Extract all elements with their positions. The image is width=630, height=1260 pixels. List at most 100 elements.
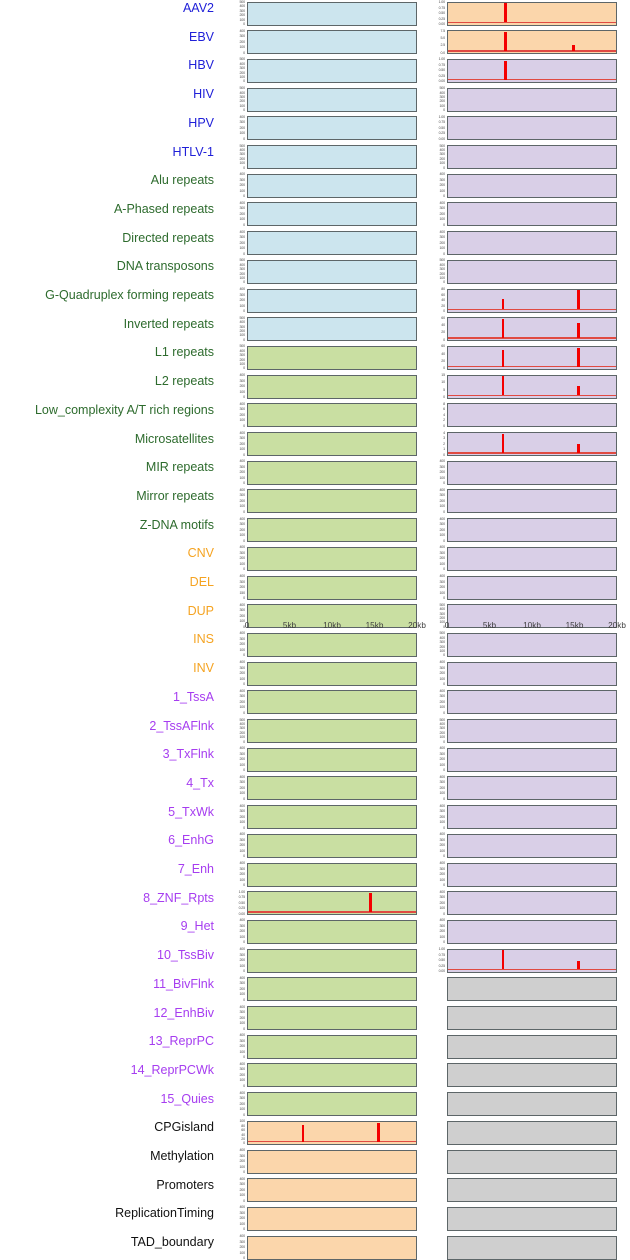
data-bar	[577, 290, 580, 310]
y-tick-label: 200	[239, 470, 245, 475]
right-y-axis-ticks: 400 300 200 100 0	[428, 201, 446, 228]
y-tick-label: 400	[439, 721, 445, 726]
y-tick-label: 0	[243, 1141, 245, 1146]
track-label: Microsatellites	[134, 431, 214, 446]
right-track-panel	[447, 575, 617, 600]
y-tick-label: 100	[239, 533, 245, 538]
left-y-axis-ticks: 400 300 200 100 0	[228, 660, 246, 687]
y-tick-label: 500	[239, 315, 245, 320]
y-tick-label: 200	[239, 156, 245, 161]
right-y-axis-ticks: 60 40 20 0	[428, 344, 446, 371]
y-tick-label: 100	[439, 791, 445, 796]
y-tick-label: 0	[243, 22, 245, 27]
track-label: Methylation	[150, 1149, 214, 1163]
y-tick-label: 0.75	[438, 5, 446, 10]
y-tick-label: 400	[239, 200, 245, 205]
track-row: DEL 400 300 200 150 0 400 300 200 100 0	[0, 574, 630, 603]
y-tick-label: 0	[243, 969, 245, 974]
y-tick-label: 300	[239, 981, 245, 986]
y-tick-label: 0	[443, 682, 445, 687]
y-tick-label: 300	[439, 522, 445, 527]
left-y-axis-ticks: 500 400 300 200 100 0	[228, 57, 246, 84]
y-tick-label: 300	[239, 837, 245, 842]
right-y-axis-ticks: 80 60 40 20 0	[428, 287, 446, 314]
right-y-axis-ticks: 400 300 200 100 0	[428, 172, 446, 199]
y-tick-label: 0	[443, 452, 445, 457]
data-bar	[577, 347, 580, 367]
y-tick-label: 200	[239, 785, 245, 790]
track-row: 6_EnhG 400 300 200 100 0 400 300 200 100 0	[0, 832, 630, 861]
y-tick-label: 100	[239, 1164, 245, 1169]
left-y-axis-ticks: 400 300 200 100 0	[228, 832, 246, 859]
track-row: 7_Enh 400 300 200 100 0 400 300 200 100 0	[0, 861, 630, 890]
left-track-panel	[247, 1206, 417, 1231]
track-label: DNA transposons	[116, 259, 214, 274]
right-y-axis-ticks: 400 300 200 100 0	[428, 861, 446, 888]
track-label: Z-DNA motifs	[139, 517, 214, 532]
y-tick-label: 200	[239, 757, 245, 762]
track-label: 1_TssA	[173, 689, 214, 704]
y-tick-label: 200	[239, 70, 245, 75]
right-track-panel	[447, 891, 617, 916]
y-tick-label: 400	[439, 607, 445, 612]
y-tick-label: 100	[439, 906, 445, 911]
track-row: G-Quadruplex forming repeats 400 300 200 100…	[0, 287, 630, 316]
left-y-axis-ticks: 500 400 300 200 100 0	[228, 718, 246, 745]
right-track-panel	[447, 805, 617, 830]
y-tick-label: 100	[439, 848, 445, 853]
y-tick-label: 0	[243, 1026, 245, 1031]
y-tick-label: 400	[239, 28, 245, 33]
right-track-panel	[447, 403, 617, 428]
left-y-axis-ticks: 400 300 200 100 0	[228, 861, 246, 888]
y-tick-label: 100	[239, 131, 245, 136]
y-tick-label: 200	[239, 730, 245, 735]
y-tick-label: 200	[239, 1101, 245, 1106]
left-y-axis-ticks: 500 400 300 200 100 0	[228, 344, 246, 371]
y-tick-label: 0	[243, 423, 245, 428]
left-y-axis-ticks: 400 300 200 100 0	[228, 115, 246, 142]
y-tick-label: 0	[443, 911, 445, 916]
left-y-axis-ticks: 400 300 200 100 0	[228, 287, 246, 314]
y-tick-label: 100	[239, 877, 245, 882]
y-tick-label: 200	[239, 441, 245, 446]
left-y-axis-ticks: 1.00 0.75 0.50 0.25 0.00	[228, 890, 246, 917]
y-tick-label: 400	[439, 574, 445, 578]
right-y-axis-ticks: 60 40 20 0	[428, 316, 446, 343]
y-tick-label: 0	[443, 222, 445, 227]
data-bar	[501, 350, 505, 367]
y-tick-label: 200	[239, 1216, 245, 1221]
y-tick-label: 200	[439, 156, 445, 161]
y-tick-label: 400	[239, 721, 245, 726]
y-tick-label: 200	[239, 298, 245, 303]
y-tick-label: 100	[439, 188, 445, 193]
y-tick-label: 100	[239, 188, 245, 193]
right-track-panel	[447, 546, 617, 571]
y-tick-label: 0	[243, 682, 245, 687]
track-label: HTLV-1	[172, 144, 214, 159]
y-tick-label: 0	[443, 194, 445, 199]
y-tick-label: 0	[243, 1198, 245, 1203]
y-tick-label: 300	[239, 177, 245, 182]
track-row: Z-DNA motifs 400 300 200 100 0 400 300 200 100 0	[0, 517, 630, 546]
left-y-axis-ticks: 400 300 200 100 0	[228, 918, 246, 945]
y-tick-label: 0.50	[438, 68, 446, 73]
x-tick-label: 10kb	[523, 621, 541, 630]
y-tick-label: 0.50	[438, 125, 446, 130]
y-tick-label: 1.00	[438, 57, 446, 62]
y-tick-label: 200	[239, 211, 245, 216]
y-tick-label: 0.00	[438, 969, 446, 974]
y-tick-label: 100	[439, 877, 445, 882]
y-tick-label: 200	[239, 183, 245, 188]
y-tick-label: 100	[239, 418, 245, 423]
track-row: Alu repeats 400 300 200 100 0 400 300 200 100 0	[0, 172, 630, 201]
left-track-panel	[247, 1178, 417, 1203]
y-tick-label: 300	[239, 1239, 245, 1244]
y-tick-label: 100	[239, 791, 245, 796]
y-tick-label: 100	[239, 103, 245, 108]
y-tick-label: 0	[243, 280, 245, 285]
y-tick-label: 400	[439, 262, 445, 267]
track-row: 3_TxFlnk 400 300 200 100 0 400 300 200 100 0	[0, 746, 630, 775]
y-tick-label: 300	[239, 324, 245, 329]
y-tick-label: 100	[239, 561, 245, 566]
